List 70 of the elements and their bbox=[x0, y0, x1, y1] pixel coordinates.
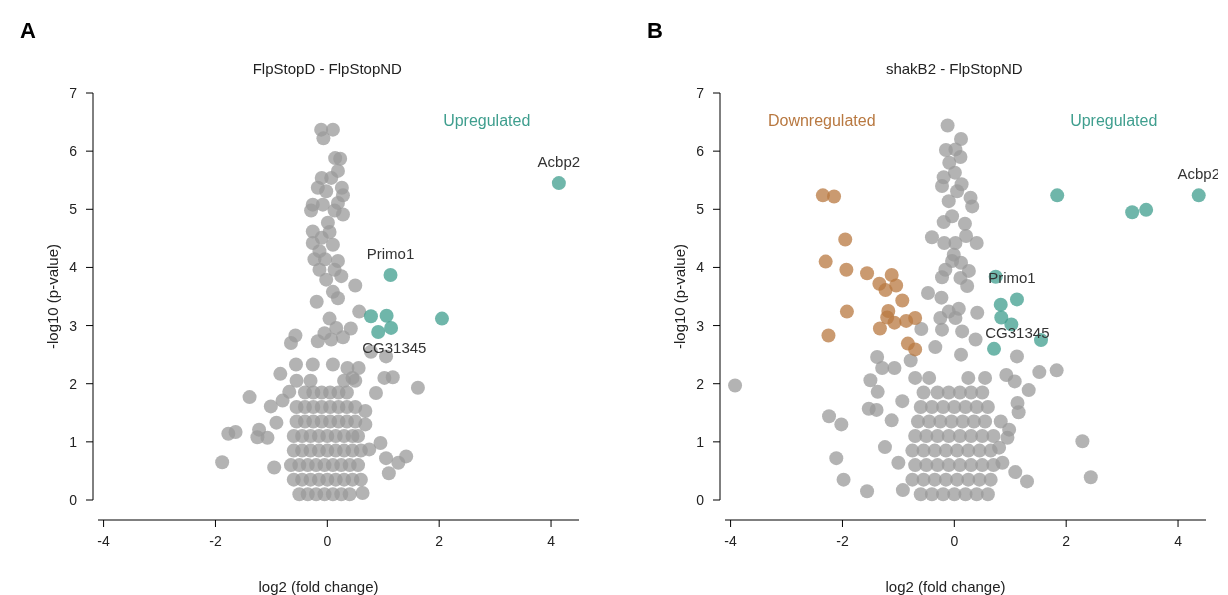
y-tick-label: 4 bbox=[696, 259, 705, 276]
y-tick-label: 5 bbox=[69, 201, 78, 218]
point bbox=[551, 176, 566, 191]
text: Upregulated bbox=[443, 112, 531, 129]
x-axis-title: log2 (fold change) bbox=[258, 578, 379, 595]
point bbox=[839, 304, 854, 319]
point bbox=[878, 283, 893, 298]
y-tick-label: 0 bbox=[69, 492, 78, 508]
point bbox=[1009, 292, 1024, 307]
point bbox=[1125, 205, 1140, 220]
x-tick-label: -2 bbox=[209, 533, 222, 549]
point bbox=[872, 321, 887, 336]
annotation: Acbp2 bbox=[537, 153, 581, 171]
point bbox=[384, 320, 399, 335]
y-tick-label: 0 bbox=[696, 492, 705, 508]
point bbox=[371, 324, 386, 339]
y-tick-label: 3 bbox=[69, 317, 78, 334]
x-tick-label: 2 bbox=[435, 533, 444, 549]
x-tick-label: -2 bbox=[836, 533, 849, 549]
chart-title: shakB2 - FlpStopND bbox=[885, 60, 1023, 77]
point bbox=[987, 341, 1002, 356]
point bbox=[827, 189, 842, 204]
x-tick-label: 0 bbox=[950, 533, 959, 549]
point bbox=[1050, 188, 1065, 203]
point bbox=[838, 232, 853, 247]
x-tick-label: 0 bbox=[323, 533, 332, 549]
point bbox=[383, 267, 398, 282]
x-axis-title: log2 (fold change) bbox=[885, 578, 1006, 595]
text: Upregulated bbox=[1070, 112, 1158, 129]
annotation: Primo1 bbox=[366, 244, 415, 262]
y-tick-label: 7 bbox=[696, 85, 705, 101]
y-tick-label: 2 bbox=[696, 375, 705, 392]
y-tick-label: 2 bbox=[69, 375, 78, 392]
chart-title: FlpStopD - FlpStopND bbox=[252, 60, 403, 77]
y-tick-label: 6 bbox=[69, 143, 78, 160]
x-tick-label: -4 bbox=[97, 533, 111, 549]
y-tick-label: 7 bbox=[69, 85, 78, 101]
y-axis-title: -log10 (p-value) bbox=[44, 243, 61, 350]
point bbox=[1191, 188, 1206, 203]
x-tick-label: 2 bbox=[1062, 533, 1071, 549]
point bbox=[1139, 202, 1154, 217]
point bbox=[908, 342, 923, 357]
point bbox=[434, 311, 449, 326]
y-tick-label: 5 bbox=[696, 201, 705, 218]
y-tick-label: 1 bbox=[696, 433, 705, 450]
point bbox=[363, 309, 378, 324]
x-tick-label: -4 bbox=[724, 533, 738, 549]
annotation: CG31345 bbox=[985, 324, 1050, 342]
point bbox=[884, 267, 899, 282]
text: B bbox=[647, 18, 663, 43]
point bbox=[379, 308, 394, 323]
y-tick-label: 6 bbox=[696, 143, 705, 160]
x-tick-label: 4 bbox=[1174, 533, 1183, 549]
point bbox=[908, 311, 923, 326]
point bbox=[887, 315, 902, 330]
point bbox=[993, 297, 1008, 312]
x-tick-label: 4 bbox=[547, 533, 556, 549]
point bbox=[895, 293, 910, 308]
y-tick-label: 3 bbox=[696, 317, 705, 334]
point bbox=[821, 328, 836, 343]
annotation: CG31345 bbox=[362, 338, 427, 356]
text: A bbox=[20, 18, 36, 43]
point bbox=[994, 310, 1009, 325]
text: Downregulated bbox=[767, 112, 876, 129]
point bbox=[860, 266, 875, 281]
point bbox=[839, 262, 854, 277]
point bbox=[818, 254, 833, 269]
y-tick-label: 1 bbox=[69, 433, 78, 450]
y-tick-label: 4 bbox=[69, 259, 78, 276]
y-axis-title: -log10 (p-value) bbox=[671, 243, 688, 350]
